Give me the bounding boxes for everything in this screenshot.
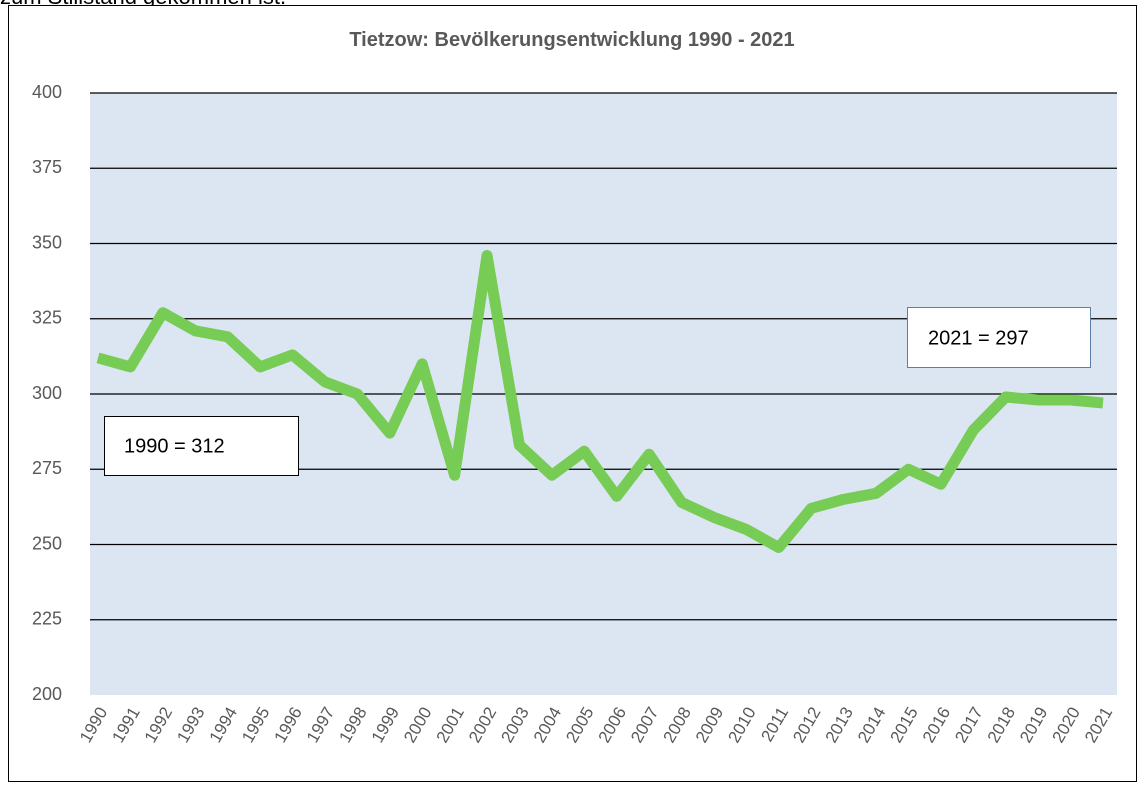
y-tick-label: 300 [32,383,62,403]
annotation: 1990 = 312 [124,435,225,457]
data-line [96,250,1104,554]
y-tick-label: 250 [32,533,62,553]
page-text: zum Stillstand gekommen ist. [0,0,286,9]
y-tick-label: 400 [32,82,62,102]
lines [96,250,1104,554]
annotation: 2021 = 297 [928,327,1029,349]
annotation-box [104,416,299,476]
chart-title: Tietzow: Bevölkerungsentwicklung 1990 - … [349,29,794,51]
y-tick-label: 325 [32,308,62,328]
y-tick-label: 200 [32,684,62,704]
y-tick-label: 275 [32,458,62,478]
y-tick-label: 350 [32,232,62,252]
y-tick-label: 225 [32,609,62,629]
annotation-box [907,307,1091,368]
y-tick-label: 375 [32,157,62,177]
